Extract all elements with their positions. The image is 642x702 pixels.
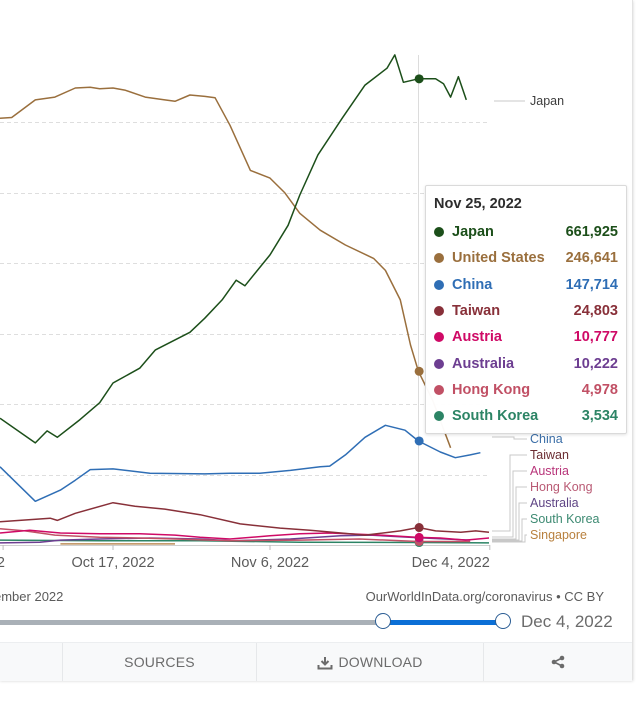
tooltip-series-dot: [434, 332, 444, 343]
series-line-south-korea[interactable]: [0, 539, 490, 544]
legend-connector: [492, 470, 527, 538]
timeline-start-handle[interactable]: [375, 613, 392, 629]
legend-connector: [492, 502, 527, 541]
tab-download[interactable]: DOWNLOAD: [256, 643, 483, 681]
tooltip-series-value: 4,978: [581, 381, 618, 398]
x-tick-label: Oct 17, 2022: [71, 555, 154, 571]
tab-sources[interactable]: SOURCES: [62, 643, 256, 681]
hover-marker-united-states: [414, 366, 424, 376]
legend-label-china[interactable]: China: [530, 432, 563, 446]
share-button[interactable]: [483, 643, 632, 681]
tooltip-series-name: Taiwan: [452, 303, 501, 320]
share-icon: [551, 655, 565, 669]
tooltip-series-value: 246,641: [565, 250, 618, 267]
series-line-japan[interactable]: [0, 54, 468, 444]
tooltip-series-value: 3,534: [581, 408, 618, 425]
legend-label-australia[interactable]: Australia: [530, 496, 579, 510]
x-tick-label: Nov 6, 2022: [231, 555, 309, 571]
hover-marker-china: [414, 436, 424, 446]
tooltip-series-name: Japan: [452, 224, 494, 241]
tooltip-row: Austria 10,777: [434, 324, 618, 350]
tooltip-row: Hong Kong 4,978: [434, 377, 618, 403]
tooltip-row: Australia 10,222: [434, 350, 618, 376]
legend-connector: [492, 518, 527, 542]
tooltip-series-dot: [434, 358, 444, 369]
tab-sources-label: SOURCES: [124, 654, 195, 670]
tooltip-series-dot: [434, 411, 444, 422]
legend-label-singapore[interactable]: Singapore: [530, 528, 587, 542]
timeline-end-label: Dec 4, 2022: [521, 612, 613, 631]
x-tick-label: 2: [0, 555, 5, 571]
legend-label-taiwan[interactable]: Taiwan: [530, 448, 569, 462]
tooltip-series-name: Austria: [452, 329, 502, 346]
footer-source-note: ember 2022: [0, 589, 64, 604]
tooltip-series-value: 10,777: [573, 329, 618, 346]
tooltip-row: South Korea 3,534: [434, 403, 618, 429]
timeline-selected-range[interactable]: [383, 620, 503, 625]
legend-connector: [492, 534, 527, 543]
legend-label-south-korea[interactable]: South Korea: [530, 512, 600, 526]
legend-connector: [492, 436, 527, 440]
tooltip-series-name: Hong Kong: [452, 381, 531, 398]
tooltip-series-name: China: [452, 276, 493, 293]
x-tick-label: Dec 4, 2022: [412, 555, 490, 571]
tooltip-row: Japan 661,925: [434, 219, 618, 245]
series-line-austria[interactable]: [0, 529, 490, 541]
tooltip-date: Nov 25, 2022: [434, 196, 522, 212]
legend-label-hong-kong[interactable]: Hong Kong: [530, 480, 593, 494]
x-axis-ticks: 2 Oct 17, 2022 Nov 6, 2022 Dec 4, 2022: [0, 545, 491, 571]
hover-marker-taiwan: [414, 523, 424, 533]
legend-label-austria[interactable]: Austria: [530, 464, 569, 478]
tooltip-series-dot: [434, 227, 444, 238]
tooltip-series-dot: [434, 384, 444, 395]
hover-markers: [414, 74, 424, 548]
tab-partial[interactable]: [0, 643, 62, 681]
gridlines: [0, 122, 488, 476]
tooltip-row: China 147,714: [434, 272, 618, 298]
tooltip-series-name: United States: [452, 250, 545, 267]
tooltip-series-dot: [434, 253, 444, 264]
footer-attribution-link[interactable]: OurWorldInData.org/coronavirus • CC BY: [365, 589, 604, 604]
tooltip-series-name: Australia: [452, 355, 515, 372]
tooltip-series-value: 24,803: [573, 303, 618, 320]
hover-marker-japan: [414, 74, 424, 84]
series-line-united-states[interactable]: [0, 86, 452, 449]
legend-label-japan[interactable]: Japan: [530, 94, 564, 108]
tooltip-row: United States 246,641: [434, 245, 618, 271]
tooltip-row: Taiwan 24,803: [434, 298, 618, 324]
tab-download-label: DOWNLOAD: [338, 654, 423, 670]
timeline-track[interactable]: [0, 620, 384, 625]
tooltip-series-value: 147,714: [565, 276, 618, 293]
tooltip-series-value: 10,222: [573, 355, 618, 372]
hover-tooltip: Nov 25, 2022 Japan 661,925 United States 24…: [425, 185, 627, 434]
tooltip-series-value: 661,925: [565, 224, 618, 241]
series-line-hong-kong[interactable]: [0, 528, 471, 543]
series-line-china[interactable]: [0, 424, 481, 503]
series-lines: [0, 54, 490, 545]
chart-tab-bar: SOURCES DOWNLOAD: [0, 642, 632, 681]
legend-connector: [492, 454, 527, 532]
legend-connector: [492, 486, 527, 540]
chart-frame: 2 Oct 17, 2022 Nov 6, 2022 Dec 4, 2022 Japa…: [0, 0, 633, 681]
tooltip-series-dot: [434, 306, 444, 317]
hover-marker-austria: [414, 532, 424, 542]
download-icon: [317, 656, 333, 670]
series-line-taiwan[interactable]: [0, 501, 490, 536]
tooltip-series-dot: [434, 279, 444, 290]
tooltip-series-name: South Korea: [452, 408, 539, 425]
timeline-end-handle[interactable]: [495, 613, 511, 629]
